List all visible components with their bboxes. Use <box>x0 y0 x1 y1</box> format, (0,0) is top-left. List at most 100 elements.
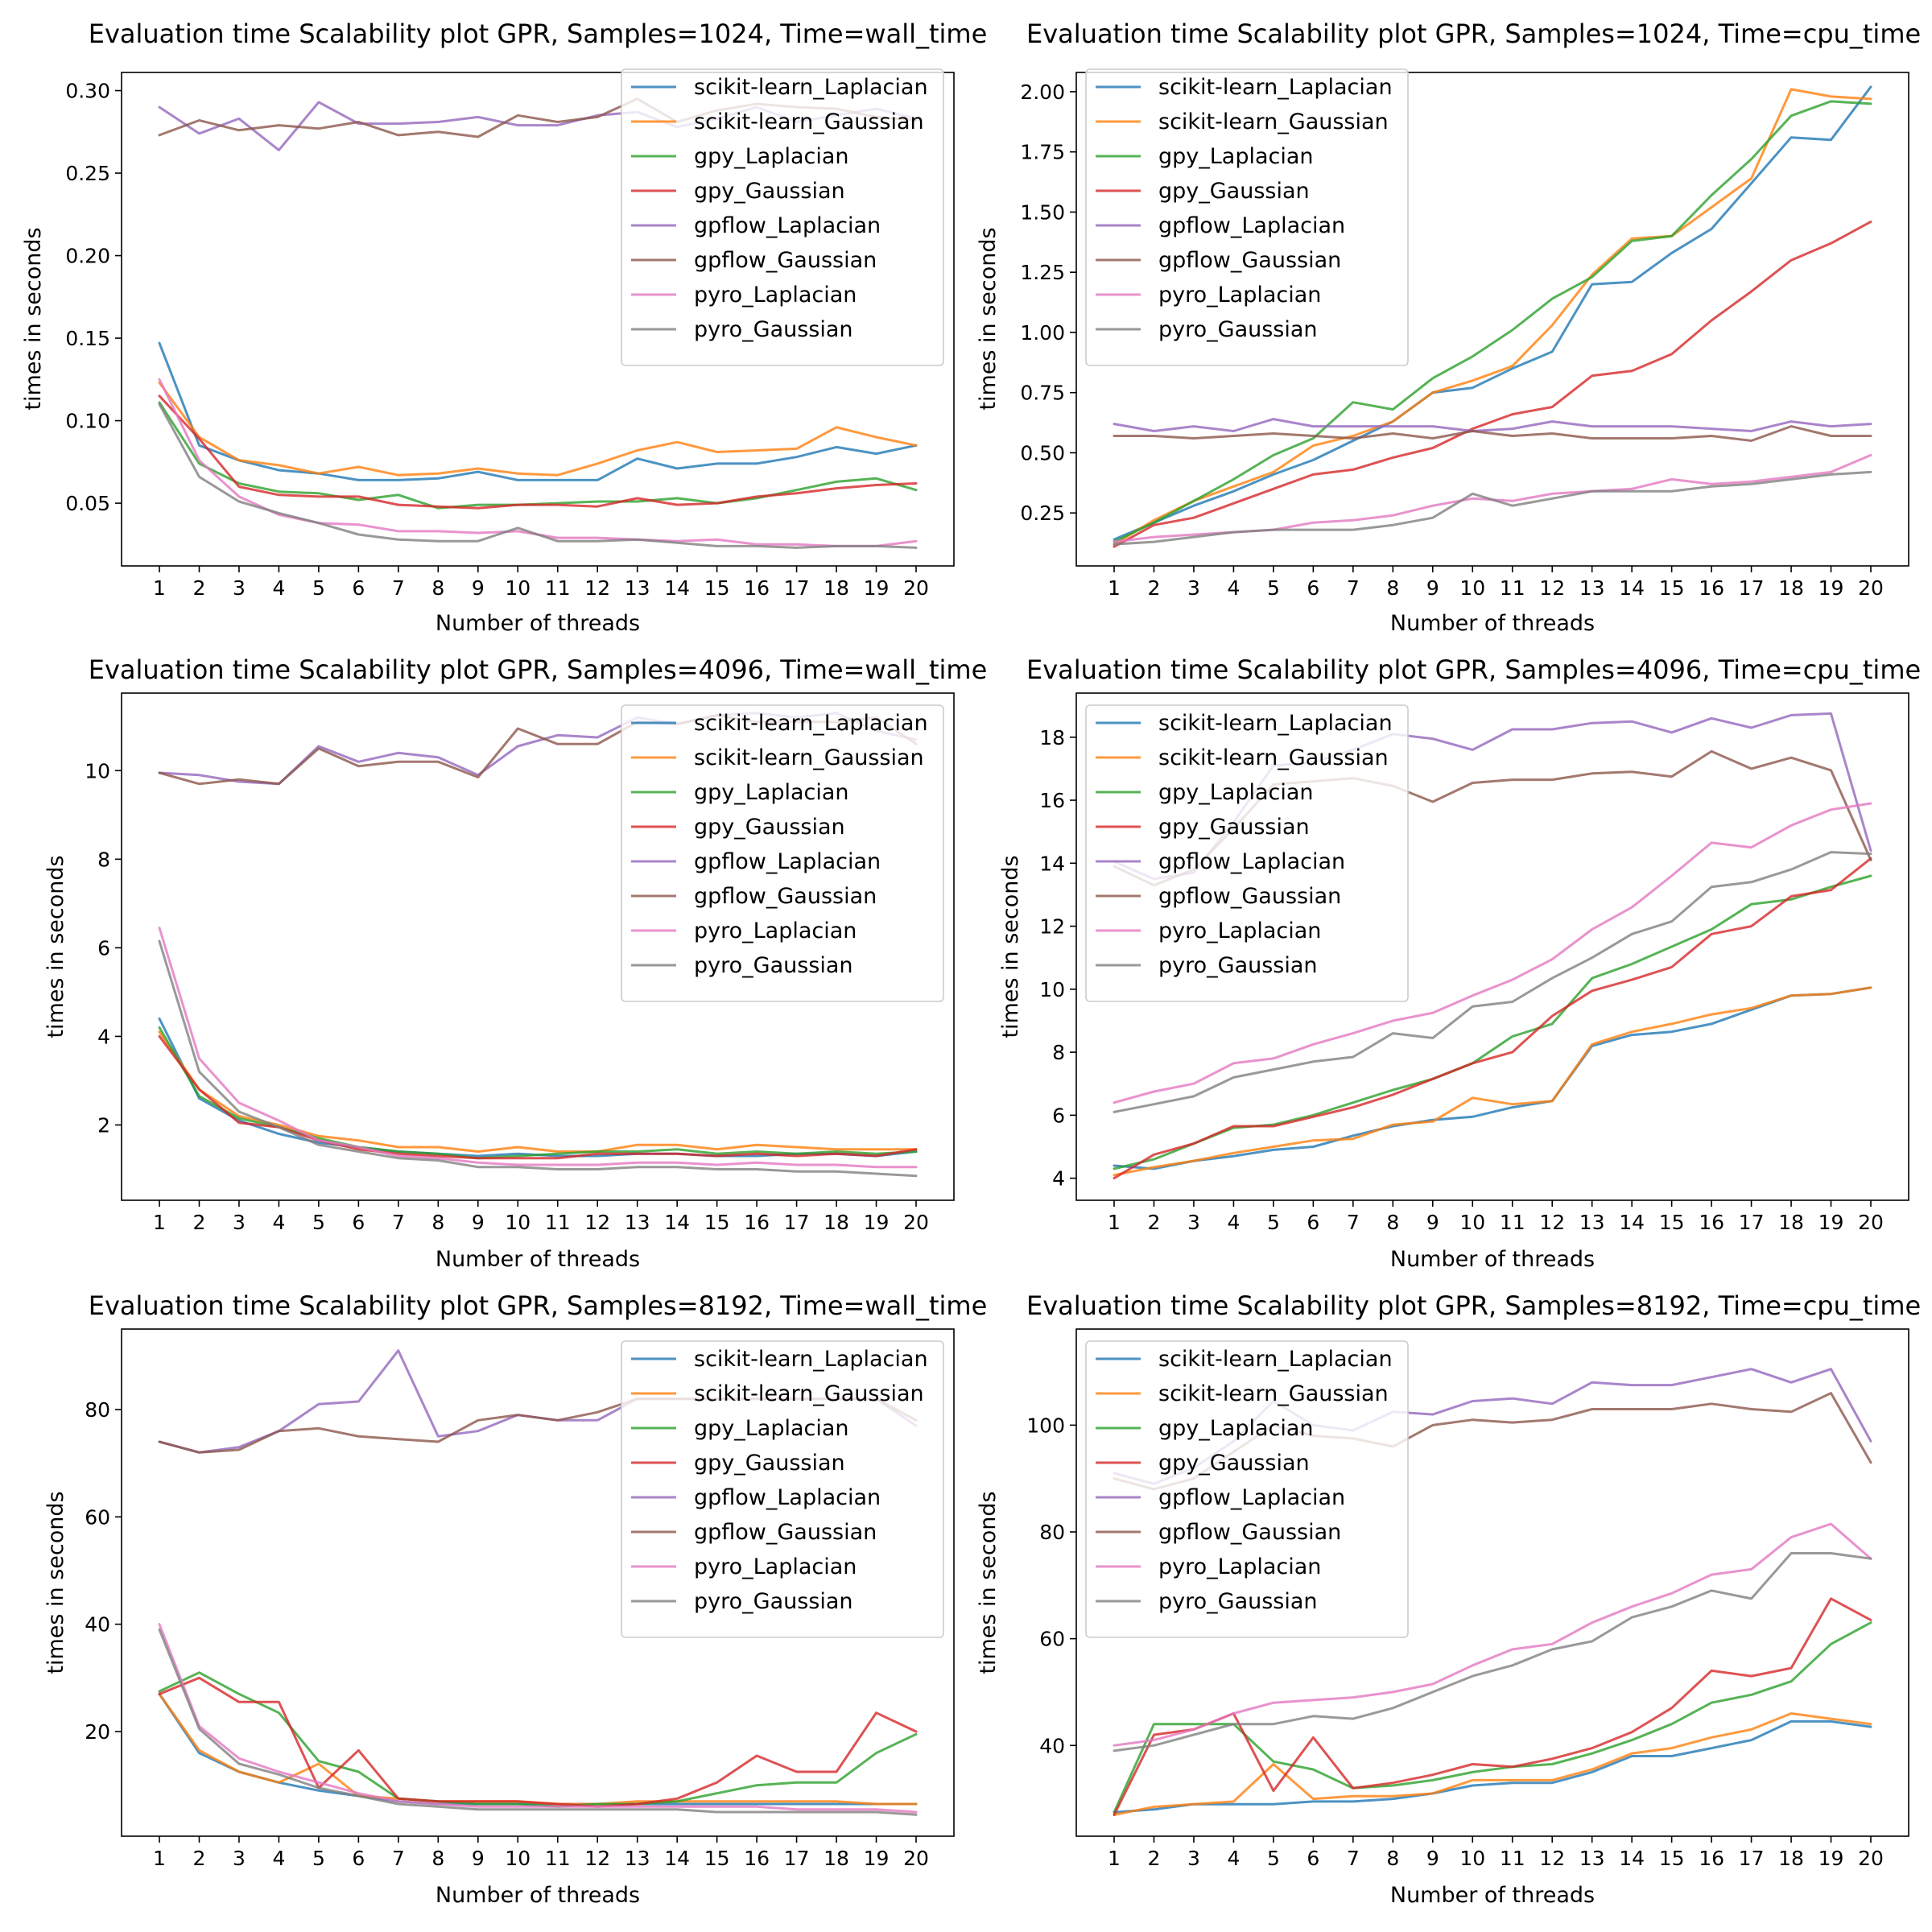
x-tick-label: 13 <box>625 1847 650 1870</box>
legend-label: gpflow_Gaussian <box>694 884 877 909</box>
x-tick-label: 11 <box>545 576 571 600</box>
x-tick-label: 12 <box>1539 1211 1565 1234</box>
x-tick-label: 9 <box>472 1211 485 1234</box>
y-tick-label: 10 <box>1039 978 1065 1001</box>
series-line-pyro_Gaussian <box>1113 1552 1872 1752</box>
legend: scikit-learn_Laplacian scikit-learn_Gauss… <box>621 704 944 1002</box>
legend-label: scikit-learn_Gaussian <box>694 109 924 134</box>
y-tick-label: 4 <box>97 1025 110 1048</box>
x-tick-label: 20 <box>903 1211 929 1234</box>
x-tick-label: 15 <box>704 1211 730 1234</box>
series-layer <box>1113 85 1872 548</box>
x-tick-label: 18 <box>1778 1211 1804 1234</box>
x-tick-label: 15 <box>704 576 730 600</box>
x-tick-label: 16 <box>1699 1847 1724 1870</box>
y-tick-label: 1.25 <box>1020 261 1065 284</box>
x-tick-label: 14 <box>664 576 690 600</box>
x-tick-label: 8 <box>1386 1847 1399 1870</box>
x-tick-label: 20 <box>1858 576 1884 600</box>
x-tick-label: 20 <box>1858 1847 1884 1870</box>
x-tick-label: 13 <box>1579 1847 1605 1870</box>
y-tick-label: 0.05 <box>65 492 110 515</box>
x-tick-label: 19 <box>864 1847 890 1870</box>
x-tick-label: 6 <box>1307 576 1319 600</box>
legend: scikit-learn_Laplacian scikit-learn_Gauss… <box>1085 68 1409 366</box>
series-line-pyro_Laplacian <box>1113 1522 1872 1747</box>
series-line-gpy_Gaussian <box>158 394 918 510</box>
x-tick-label: 10 <box>1459 1211 1485 1234</box>
plot-frame <box>121 692 955 1201</box>
legend: scikit-learn_Laplacian scikit-learn_Gauss… <box>1085 704 1409 1002</box>
x-tick-label: 10 <box>505 1847 530 1870</box>
legend-label: pyro_Laplacian <box>694 283 857 308</box>
legend: scikit-learn_Laplacian scikit-learn_Gauss… <box>1085 1340 1409 1638</box>
chart-panel: Evaluation time Scalability plot GPR, Sa… <box>21 19 987 636</box>
tick-layer: 1 2 3 4 5 6 7 8 9 10 11 12 13 14 15 16 17 18 19 200.050.100… <box>65 80 929 600</box>
x-tick-label: 1 <box>153 1847 166 1870</box>
y-tick-label: 8 <box>1052 1041 1065 1064</box>
y-tick-label: 100 <box>1026 1414 1065 1437</box>
legend: scikit-learn_Laplacian scikit-learn_Gauss… <box>621 1340 944 1638</box>
x-tick-label: 2 <box>1148 1847 1161 1870</box>
legend-label: gpy_Gaussian <box>1158 179 1310 204</box>
y-tick-label: 80 <box>85 1398 110 1422</box>
legend-label: pyro_Gaussian <box>694 953 853 978</box>
chart-title: Evaluation time Scalability plot GPR, Sa… <box>1026 654 1921 685</box>
series-line-pyro_Gaussian <box>1113 851 1872 1113</box>
series-line-scikit-learn_Gaussian <box>158 381 918 477</box>
y-tick-label: 16 <box>1039 789 1065 812</box>
chart-title: Evaluation time Scalability plot GPR, Sa… <box>89 19 988 49</box>
x-tick-label: 8 <box>1386 576 1399 600</box>
series-line-scikit-learn_Laplacian <box>1113 986 1872 1170</box>
y-tick-label: 20 <box>85 1720 110 1744</box>
x-tick-label: 17 <box>784 1211 810 1234</box>
x-axis-label: Number of threads <box>1390 1247 1595 1272</box>
legend-label: gpy_Gaussian <box>1158 815 1310 840</box>
y-tick-label: 6 <box>1052 1104 1065 1127</box>
x-tick-label: 13 <box>625 576 650 600</box>
x-axis-label: Number of threads <box>436 1247 640 1272</box>
series-line-gpflow_Laplacian <box>1113 418 1872 432</box>
y-tick-label: 0.25 <box>65 162 110 185</box>
x-tick-label: 9 <box>1426 1211 1439 1234</box>
y-tick-label: 14 <box>1039 852 1065 875</box>
x-tick-label: 20 <box>903 1847 929 1870</box>
y-tick-label: 0.10 <box>65 410 110 433</box>
x-tick-label: 2 <box>1148 576 1161 600</box>
legend-label: gpflow_Laplacian <box>1158 849 1345 874</box>
y-tick-label: 1.50 <box>1020 200 1065 224</box>
x-tick-label: 1 <box>1108 576 1121 600</box>
y-tick-label: 0.30 <box>65 80 110 103</box>
y-tick-label: 1.00 <box>1020 321 1065 345</box>
x-tick-label: 12 <box>584 1211 610 1234</box>
legend-label: scikit-learn_Laplacian <box>694 75 928 100</box>
x-tick-label: 5 <box>312 576 325 600</box>
x-tick-label: 7 <box>1347 576 1360 600</box>
x-tick-label: 19 <box>1818 1847 1844 1870</box>
legend-label: gpy_Gaussian <box>694 1451 845 1476</box>
chart-panel: Evaluation time Scalability plot GPR, Sa… <box>43 654 987 1272</box>
x-tick-label: 18 <box>1778 1847 1804 1870</box>
y-tick-label: 2.00 <box>1020 80 1065 104</box>
y-tick-label: 12 <box>1039 915 1065 939</box>
x-tick-label: 5 <box>312 1211 325 1234</box>
y-tick-label: 0.20 <box>65 245 110 268</box>
x-tick-label: 9 <box>472 576 485 600</box>
legend-label: gpflow_Gaussian <box>694 1520 877 1545</box>
x-tick-label: 12 <box>584 1847 610 1870</box>
x-tick-label: 4 <box>272 1211 285 1234</box>
legend-label: pyro_Gaussian <box>1158 1589 1318 1614</box>
x-tick-label: 11 <box>1500 1847 1525 1870</box>
x-tick-label: 6 <box>352 1211 365 1234</box>
series-line-scikit-learn_Gaussian <box>1113 1712 1872 1816</box>
series-line-gpy_Laplacian <box>1113 1621 1872 1814</box>
legend-label: gpy_Laplacian <box>1158 144 1314 169</box>
series-line-pyro_Gaussian <box>158 939 918 1178</box>
legend-label: scikit-learn_Laplacian <box>1158 711 1393 736</box>
series-layer <box>1113 1368 1872 1816</box>
y-tick-label: 0.75 <box>1020 382 1065 405</box>
x-tick-label: 8 <box>431 1211 444 1234</box>
